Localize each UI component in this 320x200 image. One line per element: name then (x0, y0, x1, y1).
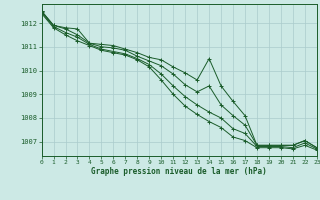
X-axis label: Graphe pression niveau de la mer (hPa): Graphe pression niveau de la mer (hPa) (91, 167, 267, 176)
